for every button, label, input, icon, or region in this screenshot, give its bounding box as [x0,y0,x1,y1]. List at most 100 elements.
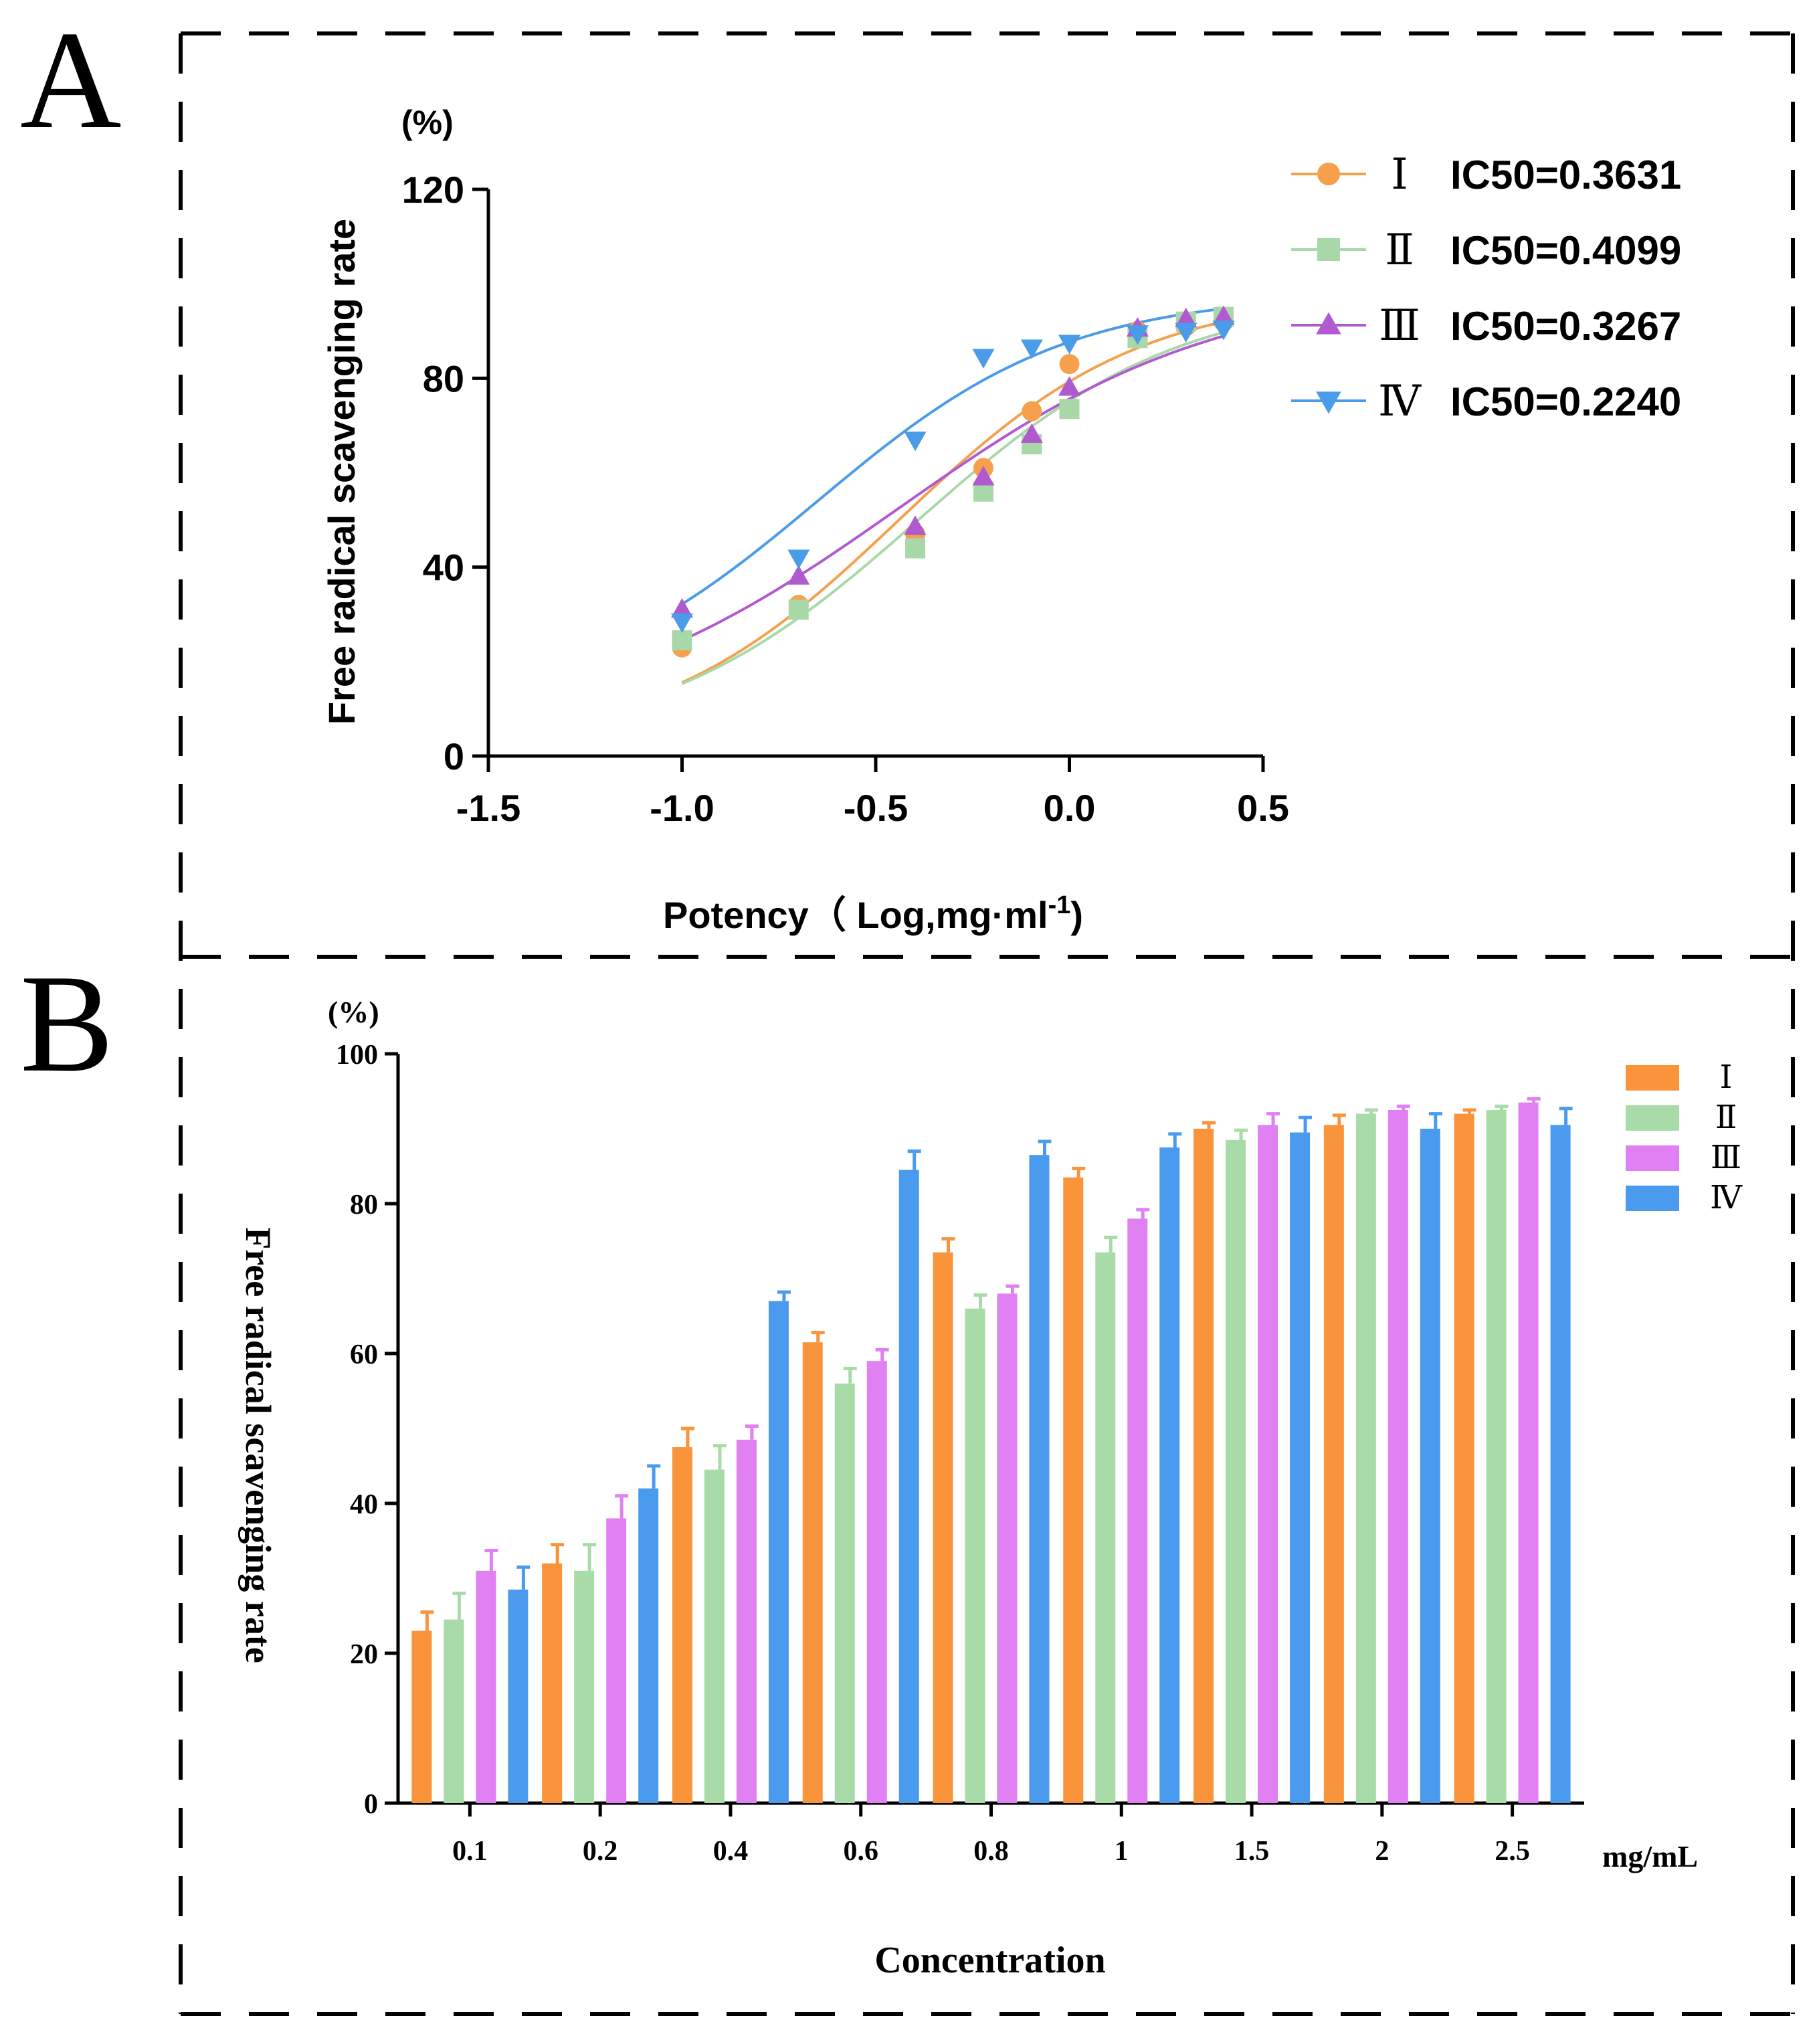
panel-a-unit-label: (%) [401,104,454,141]
panel-b-x-axis-label: Concentration [874,1940,1105,1981]
panel-a-data-point [1212,320,1235,341]
panel-a-y-tick-label: 80 [423,357,464,399]
panel-b-bar [1550,1125,1571,1803]
panel-b-x-ticks: 0.1 0.2 0.4 0.6 0.8 1 1.5 2 2.5 [452,1803,1530,1867]
panel-b-y-axis-label: Free radical scavenging rate [238,1227,278,1663]
panel-b-y-ticks: 0 20 40 60 80 100 [336,1040,398,1820]
panel-a-x-tick-label: -1.5 [456,787,521,829]
panel-a-data-point [787,549,810,569]
panel-b-x-tick-label: 0.1 [452,1836,488,1867]
panel-b-bar [606,1518,627,1803]
panel-b-bar [1193,1129,1214,1803]
panel-a-legend-ic50-label: IC50=0.3631 [1450,153,1681,197]
panel-b-bar [444,1619,464,1803]
panel-a-legend-marker [1316,312,1341,335]
panel-b-legend-swatch [1626,1105,1679,1131]
panel-b-bar [768,1301,789,1803]
panel-b-y-tick-label: 100 [336,1040,378,1071]
panel-a-data-point [788,599,809,620]
panel-a-data-point [1058,335,1080,355]
panel-a-data-point [1022,401,1042,422]
panel-a-x-tick-label: 0.0 [1044,787,1096,829]
panel-b-bar [1029,1155,1050,1803]
panel-b-bars [411,1097,1573,1803]
panel-b-bar [672,1447,692,1803]
panel-a-data-point [671,613,693,634]
panel-a-x-axis-label-main: Potency（ Log,mg·ml [663,894,1048,936]
panel-b-chart: (%) Free radical scavenging rate 0 20 40 60… [238,995,1743,1981]
panel-a-y-axis-label: Free radical scavenging rate [320,219,363,725]
panel-b-legend-label: Ⅳ [1710,1180,1743,1216]
panel-b-bar [638,1488,659,1803]
panel-b-x-tick-label: 1.5 [1234,1836,1270,1867]
panel-b-bar [1290,1132,1311,1803]
panel-a-x-axis-label: Potency（ Log,mg·ml-1) [663,891,1083,936]
panel-a-legend-marker [1317,163,1340,185]
panel-b-bar [1159,1147,1180,1803]
panel-a-legend-series-name: Ⅱ [1385,226,1414,274]
panel-a-legend-ic50-label: IC50=0.2240 [1450,379,1681,424]
panel-b-bar [965,1308,985,1803]
panel-a-x-tick-label: -1.0 [650,787,714,829]
panel-b-bar [508,1589,529,1803]
panel-a-legend-ic50-label: IC50=0.3267 [1450,304,1681,349]
panel-a-data-point [904,432,927,452]
panel-b-bar [834,1383,855,1803]
panel-b-bar [997,1293,1018,1803]
panel-b-bar [574,1570,595,1803]
panel-a-data-point [672,630,692,651]
panel-b-bar [866,1361,887,1803]
panel-b-bar [476,1570,496,1803]
panel-a-data-point [1059,399,1080,420]
panel-a-chart: (%) Free radical scavenging rate 0 40 80 12… [320,104,1681,936]
panel-b-legend: Ⅰ Ⅱ Ⅲ Ⅳ [1626,1060,1743,1216]
panel-a-y-tick-label: 120 [402,169,464,211]
panel-b-bar [736,1439,757,1803]
panel-a-fit-curve [681,307,1224,606]
panel-a-legend-series-name: Ⅰ [1391,151,1408,198]
panel-b-x-tick-label: 2.5 [1495,1836,1530,1867]
panel-a-legend-series-name: Ⅳ [1378,377,1422,425]
panel-a-data-point [671,597,693,618]
panel-b-legend-label: Ⅰ [1720,1060,1733,1095]
panel-a-data-point [1020,339,1043,359]
panel-a-fit-curves [681,307,1224,685]
panel-a-data-point [787,565,810,585]
panel-b-bar [704,1469,725,1803]
panel-b-bar [1127,1218,1148,1803]
panel-a-data-point [1212,305,1235,325]
panel-a-data-point [904,515,927,535]
panel-a-data-points [671,305,1235,658]
panel-b-bar [1226,1139,1246,1803]
panel-a-data-point [1175,307,1198,328]
panel-a-x-axis-label-sup: -1 [1048,891,1071,919]
panel-b-letter: B [20,946,114,1101]
panel-b-legend-label: Ⅱ [1715,1100,1737,1135]
panel-a-y-tick-label: 0 [444,735,464,777]
panel-b-legend-swatch [1626,1145,1679,1171]
panel-a-legend-marker [1316,391,1341,414]
panel-a-x-axis-label-close: ) [1070,894,1083,936]
panel-a-x-tick-label: 0.5 [1237,787,1289,829]
panel-b-y-tick-label: 60 [350,1339,378,1370]
panel-b-x-tick-label: 0.2 [583,1836,618,1867]
panel-b-x-tick-label: 2 [1375,1836,1389,1867]
panel-b-bar [1454,1113,1474,1803]
panel-a-y-tick-label: 40 [423,547,464,589]
panel-a-data-point [1059,354,1080,375]
panel-b-bar [1258,1125,1278,1803]
panel-b-bar [898,1170,919,1803]
panel-b-bar [411,1631,432,1803]
panel-b-x-tick-label: 0.8 [973,1836,1009,1867]
panel-a-letter: A [20,3,122,158]
panel-a-legend: Ⅰ IC50=0.3631 Ⅱ IC50=0.4099 Ⅲ IC50=0.3267 Ⅳ IC5… [1291,151,1681,425]
panel-b-x-tick-label: 0.4 [713,1836,749,1867]
panel-b-bar [1420,1129,1440,1803]
panel-b-x-tick-label: 0.6 [843,1836,878,1867]
panel-b-legend-label: Ⅲ [1711,1140,1741,1176]
panel-a-data-point [1020,423,1043,444]
panel-b-legend-swatch [1626,1065,1679,1091]
panel-a-data-point [1058,376,1080,396]
panel-a-x-ticks: -1.5 -1.0 -0.5 0.0 0.5 [456,756,1289,829]
